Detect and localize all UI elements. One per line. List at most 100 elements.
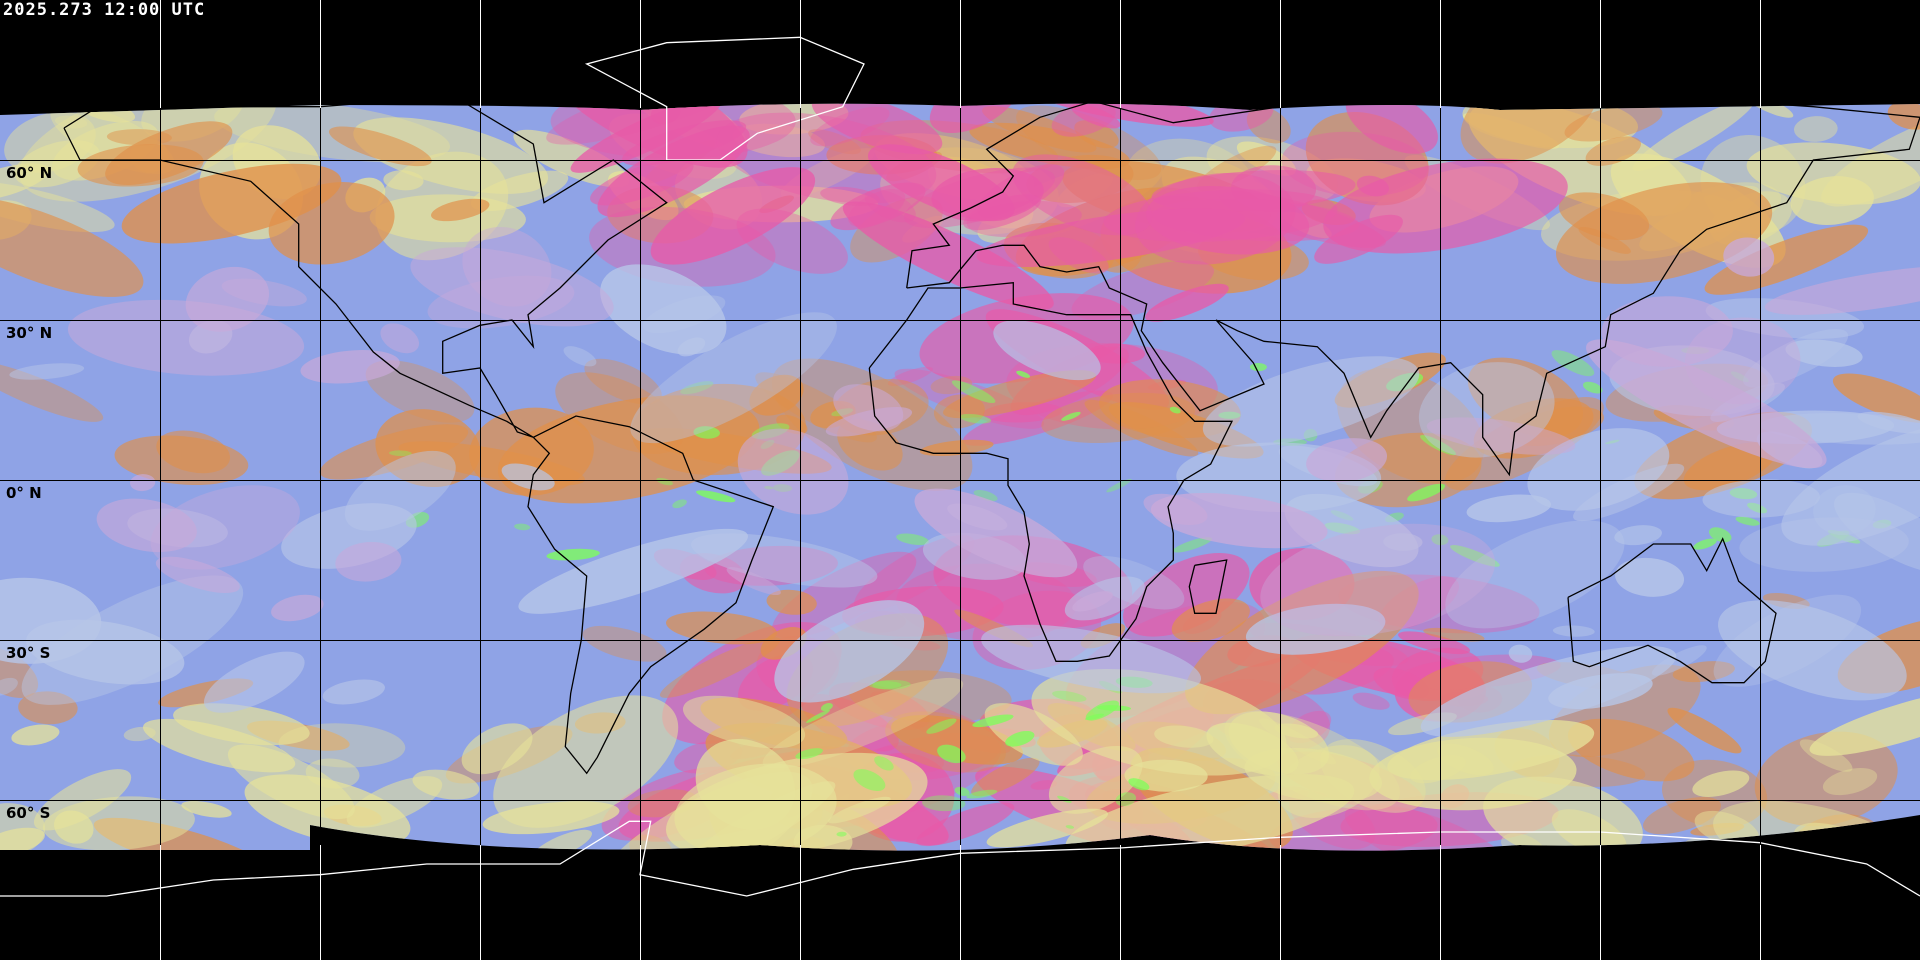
cloud-feature [951, 380, 996, 404]
cloud-feature [1172, 537, 1213, 553]
cloud-feature [1418, 362, 1555, 458]
cloud-feature [1048, 237, 1109, 274]
timestamp-label: 2025.273 12:00 UTC [3, 0, 206, 20]
cloud-feature [365, 360, 475, 423]
cloud-feature [1123, 552, 1250, 637]
cloud-feature [795, 748, 823, 760]
cloud-feature [181, 800, 232, 818]
cloud-feature [1426, 417, 1576, 455]
cloud-feature [1431, 534, 1449, 546]
cloud-feature [1352, 692, 1390, 710]
cloud-feature [1202, 356, 1420, 447]
cloud-feature [1799, 739, 1853, 772]
cloud-feature [550, 103, 796, 159]
cloud-feature [383, 170, 424, 191]
cloud-feature [1708, 527, 1732, 543]
cloud-feature [121, 163, 342, 244]
cloud-feature [518, 528, 748, 614]
cloud-feature [959, 413, 992, 424]
cloud-feature [470, 170, 569, 212]
cloud-feature [820, 703, 833, 712]
cloud-feature [896, 533, 929, 545]
cloud-feature [926, 718, 957, 734]
cloud-feature [811, 103, 943, 155]
cloud-feature [1084, 713, 1105, 721]
cloud-feature [1813, 485, 1876, 536]
cloud-feature [1809, 688, 1920, 756]
cloud-feature [1128, 778, 1150, 791]
cloud-feature [1423, 627, 1485, 642]
cloud-feature [67, 299, 305, 376]
cloud-feature [1145, 283, 1229, 322]
cloud-feature [244, 774, 411, 847]
cloud-feature [726, 567, 781, 596]
cloud-feature [1106, 478, 1132, 493]
coastline-eurasia [906, 68, 1920, 477]
cloud-feature [922, 795, 966, 812]
coastline-madagascar [1188, 559, 1228, 614]
cloud-feature [1723, 237, 1775, 277]
cloud-feature [1739, 517, 1909, 572]
cloud-feature [874, 756, 894, 771]
cloud-feature [887, 366, 933, 386]
cloud-feature [993, 320, 1101, 381]
cloud-feature [563, 346, 597, 367]
cloud-feature [1832, 373, 1920, 423]
cloud-feature [986, 808, 1109, 848]
cloud-feature [868, 681, 902, 689]
cloud-feature [693, 426, 720, 439]
cloud-feature [328, 126, 432, 167]
cloud-feature [203, 651, 305, 713]
cloud-feature [1586, 339, 1827, 469]
cloud-feature [271, 594, 324, 622]
coastline-greenland [584, 36, 865, 161]
cloud-feature [937, 744, 966, 764]
cloud-feature [14, 140, 100, 188]
cloud-feature [427, 275, 575, 329]
cloud-feature [916, 802, 1015, 847]
cloud-feature [864, 189, 916, 223]
cloud-feature [1420, 434, 1456, 456]
cloud-feature [1764, 265, 1920, 315]
cloud-feature [1065, 825, 1075, 829]
cloud-feature [1582, 381, 1603, 394]
cloud-feature [1794, 116, 1838, 142]
cloud-feature [691, 533, 878, 588]
cloud-feature [600, 264, 727, 355]
cloud-feature [1410, 755, 1466, 784]
cloud-feature [1445, 396, 1604, 491]
cloud-feature [1887, 103, 1920, 130]
cloud-feature [1407, 483, 1446, 502]
cloud-feature [842, 201, 1054, 310]
cloud-feature [737, 428, 849, 515]
cloud-feature [1284, 493, 1419, 568]
cloud-feature [1206, 722, 1299, 776]
cloud-feature [1692, 770, 1750, 797]
cloud-feature [766, 589, 817, 615]
cloud-feature [105, 121, 233, 185]
cloud-feature [650, 167, 816, 265]
lat-label-60n: 60° N [6, 164, 53, 182]
cloud-feature [0, 180, 115, 233]
cloud-feature [1693, 538, 1717, 550]
cloud-feature [903, 167, 1056, 229]
cloud-feature [749, 374, 804, 416]
cloud-feature [114, 435, 249, 486]
cloud-feature [130, 474, 156, 492]
cloud-feature [736, 208, 848, 274]
cloud-feature [966, 200, 1082, 238]
cloud-feature [389, 450, 412, 457]
cloud-feature [150, 485, 300, 570]
cloud-feature [1369, 737, 1577, 811]
cloud-feature [820, 186, 880, 206]
cloud-feature [142, 718, 296, 773]
cloud-feature [493, 695, 679, 828]
cloud-feature [11, 724, 60, 746]
cloud-feature [836, 831, 847, 837]
cloud-feature [716, 112, 937, 204]
cloud-feature [1632, 103, 1755, 171]
cloud-feature [672, 499, 687, 509]
cloud-feature [656, 477, 674, 486]
cloud-feature [1643, 796, 1722, 835]
